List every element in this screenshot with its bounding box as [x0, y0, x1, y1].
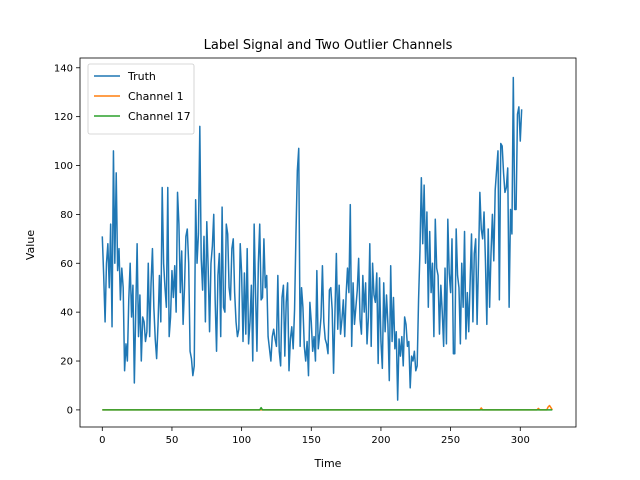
y-tick-label: 120 [54, 112, 73, 123]
x-tick-label: 0 [99, 435, 105, 446]
axes-frame [79, 57, 577, 428]
x-tick-label: 200 [371, 435, 390, 446]
chart-title: Label Signal and Two Outlier Channels [204, 38, 453, 53]
x-axis: 0 50 100 150 200 250 300 [99, 427, 530, 446]
y-axis: 0 20 40 60 80 100 120 140 [54, 63, 80, 416]
y-tick-label: 0 [67, 405, 73, 416]
x-tick-label: 300 [511, 435, 530, 446]
x-tick-label: 50 [166, 435, 179, 446]
series-line-truth [101, 76, 523, 401]
y-tick-label: 140 [54, 63, 73, 74]
legend-entry: Truth [127, 70, 156, 83]
y-tick-label: 100 [54, 161, 73, 172]
x-tick-label: 150 [302, 435, 321, 446]
series-line-channel-17 [102, 406, 553, 411]
plot-area [79, 57, 577, 428]
y-tick-label: 60 [60, 259, 73, 270]
x-axis-label: Time [314, 457, 342, 470]
x-tick-label: 250 [441, 435, 460, 446]
y-axis-label: Value [24, 230, 37, 260]
legend-entry: Channel 1 [128, 90, 184, 103]
legend-entry: Channel 17 [128, 110, 191, 123]
y-tick-label: 80 [60, 210, 73, 221]
legend: Truth Channel 1 Channel 17 [87, 63, 195, 135]
x-tick-label: 100 [232, 435, 251, 446]
y-tick-label: 20 [60, 357, 73, 368]
y-tick-label: 40 [60, 308, 73, 319]
